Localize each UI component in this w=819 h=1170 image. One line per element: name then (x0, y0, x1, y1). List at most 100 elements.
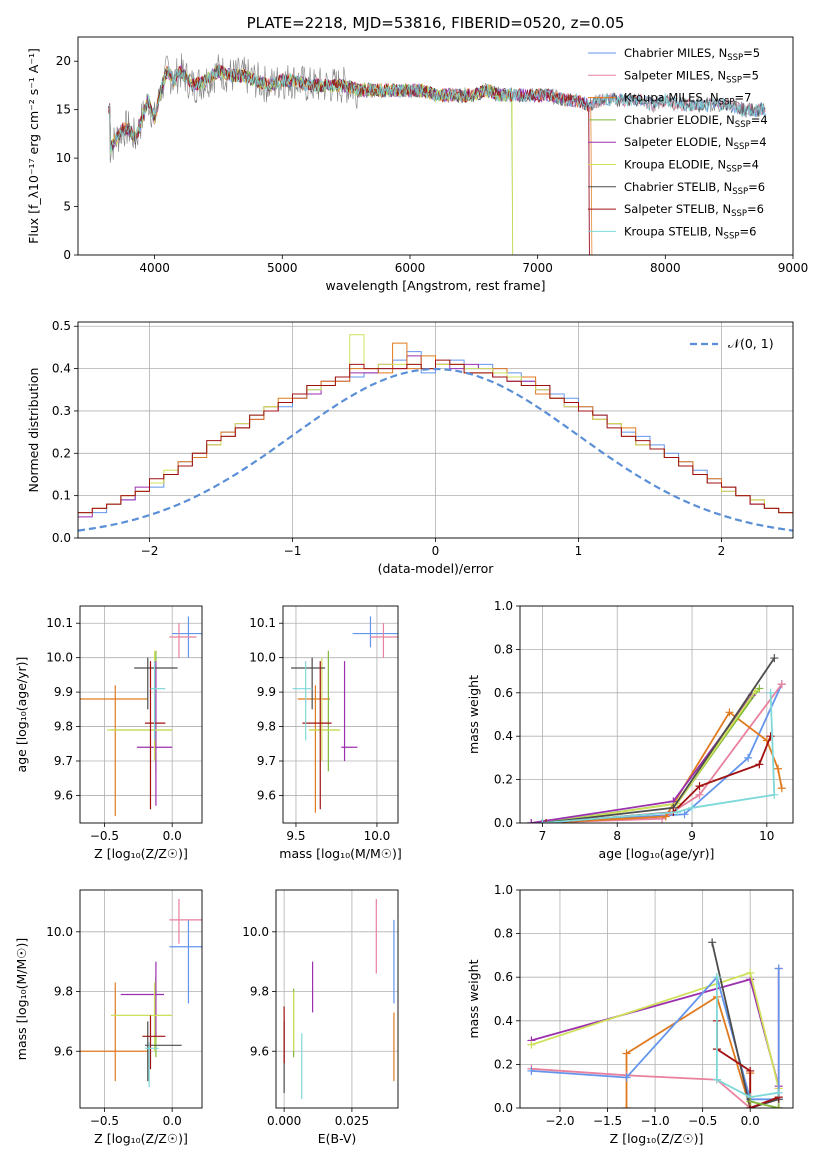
weight_vs_age-lines (527, 654, 786, 823)
weight-marker (712, 973, 721, 982)
model-spectrum-line (108, 64, 766, 154)
y-tick-label: 10.0 (46, 925, 73, 939)
weight-marker (770, 654, 779, 663)
x-tick-label: −1.5 (593, 1114, 622, 1128)
x-axis-label: Z [log₁₀(Z/Z☉)] (94, 1131, 188, 1146)
weight-marker (766, 732, 775, 741)
mass_vs_ebv-axes: 0.000 0.025 9.6 9.8 10.0 E(B-V) (242, 890, 398, 1146)
legend-label: Chabrier STELIB, NSSP=6 (624, 180, 765, 197)
weight-marker (746, 968, 755, 977)
x-axis-label: mass [log₁₀(M/M☉)] (279, 846, 401, 861)
spectrum-axes: 4000 5000 6000 7000 8000 9000 0 5 10 15 20 waveleng… (26, 48, 808, 293)
histogram-step (78, 355, 793, 518)
x-tick-label: −2.0 (545, 1114, 574, 1128)
y-axis-label: age [log₁₀(age/yr)] (14, 657, 29, 773)
weight-marker (695, 782, 704, 791)
weight-marker (622, 1073, 631, 1082)
y-tick-label: 0.0 (494, 816, 513, 830)
y-axis-label: mass [log₁₀(M/M☉)] (14, 938, 29, 1060)
y-tick-label: 10 (56, 151, 71, 165)
weight-marker (673, 808, 682, 817)
x-tick-label: 0.0 (163, 829, 182, 843)
weight_vs_Z-lines (527, 938, 783, 1108)
legend-label: 𝒩(0, 1) (728, 336, 774, 351)
x-tick-label: −1.0 (641, 1114, 670, 1128)
y-tick-label: 0.8 (494, 642, 513, 656)
mass_vs_Z-points (80, 898, 202, 1088)
weight-marker (527, 819, 536, 823)
y-tick-label: 0.2 (494, 1057, 513, 1071)
y-tick-label: 10.0 (242, 925, 269, 939)
weight-marker (622, 1104, 631, 1108)
y-tick-label: 15 (56, 103, 71, 117)
x-tick-label: 0.025 (335, 1114, 369, 1128)
x-tick-label: 0.000 (267, 1114, 301, 1128)
mass_vs_Z-axes: −0.5 0.0 9.6 9.8 10.0 Z [log₁₀(Z/Z☉)] mass [lo… (14, 890, 202, 1146)
y-tick-label: 1.0 (494, 599, 513, 613)
weight-marker (527, 1066, 536, 1075)
y-tick-label: 0.6 (494, 686, 513, 700)
age_vs_Z-points (80, 616, 202, 817)
x-tick-label: −0.5 (90, 1114, 119, 1128)
y-tick-label: 9.6 (54, 788, 73, 802)
y-tick-label: 0.4 (494, 1014, 513, 1028)
spectrum-legend: Chabrier MILES, NSSP=5 Salpeter MILES, NS… (588, 46, 768, 241)
weight-marker (766, 688, 775, 697)
y-tick-label: 9.7 (54, 754, 73, 768)
weight-marker (695, 790, 704, 799)
y-axis-label: Normed distribution (26, 368, 41, 493)
residuals-axes: −2 −1 0 1 2 0.0 0.1 0.2 0.3 0.4 0.5 (data-model)/er… (26, 319, 793, 576)
weight-marker (680, 810, 689, 819)
y-tick-label: 9.8 (250, 985, 269, 999)
y-tick-label: 10.0 (249, 651, 276, 665)
weight-marker (688, 803, 697, 812)
y-tick-label: 9.8 (54, 985, 73, 999)
x-tick-label: 7 (539, 829, 547, 843)
y-tick-label: 10.1 (249, 616, 276, 630)
y-tick-label: 10.0 (46, 651, 73, 665)
weight-marker (744, 753, 753, 762)
y-tick-label: 0.3 (52, 404, 71, 418)
weight-marker (746, 1097, 755, 1106)
weight-marker (712, 1075, 721, 1084)
axes-frame (519, 889, 794, 1109)
weight-marker (746, 1066, 755, 1075)
x-tick-label: 8 (613, 829, 621, 843)
y-tick-label: 9.9 (257, 685, 276, 699)
y-tick-label: 5 (63, 200, 71, 214)
y-axis-label: mass weight (466, 675, 481, 754)
weight-marker (755, 760, 764, 769)
x-tick-label: 5000 (267, 261, 298, 275)
y-tick-label: 0.4 (494, 729, 513, 743)
x-tick-label: 0.0 (163, 1114, 182, 1128)
axes-frame (79, 889, 203, 1109)
y-tick-label: 0.5 (52, 319, 71, 333)
weight-marker (774, 1088, 783, 1097)
y-tick-label: 0.1 (52, 489, 71, 503)
y-tick-label: 0.4 (52, 362, 71, 376)
x-tick-label: 0 (432, 544, 440, 558)
axes-frame (275, 889, 399, 1109)
weight-marker (542, 819, 551, 823)
y-tick-label: 9.8 (54, 720, 73, 734)
x-tick-label: 2 (718, 544, 726, 558)
y-axis-label: mass weight (466, 959, 481, 1038)
axes-frame (77, 321, 794, 539)
x-tick-label: 0.0 (741, 1114, 760, 1128)
weight-marker (725, 708, 734, 717)
weight_vs_age-axes: 7 8 9 10 0.0 0.2 0.4 0.6 0.8 1.0 age [log₁₀(age/yr… (466, 599, 793, 861)
legend-label: Chabrier MILES, NSSP=5 (624, 46, 760, 63)
y-tick-label: 0 (63, 248, 71, 262)
axes-frame (282, 605, 399, 824)
y-tick-label: 9.6 (250, 1044, 269, 1058)
histogram-group (78, 334, 793, 532)
y-axis-label: Flux [f_λ10⁻¹⁷ erg cm⁻² s⁻¹ A⁻¹] (26, 48, 41, 244)
chart-title: PLATE=2218, MJD=53816, FIBERID=0520, z=0… (247, 14, 625, 32)
y-tick-label: 0.0 (494, 1101, 513, 1115)
x-tick-label: −0.5 (688, 1114, 717, 1128)
x-axis-label: (data-model)/error (378, 561, 495, 576)
x-tick-label: 10.0 (364, 829, 391, 843)
weight-marker (774, 964, 783, 973)
histogram-step (78, 351, 793, 518)
weight-marker (708, 938, 717, 947)
